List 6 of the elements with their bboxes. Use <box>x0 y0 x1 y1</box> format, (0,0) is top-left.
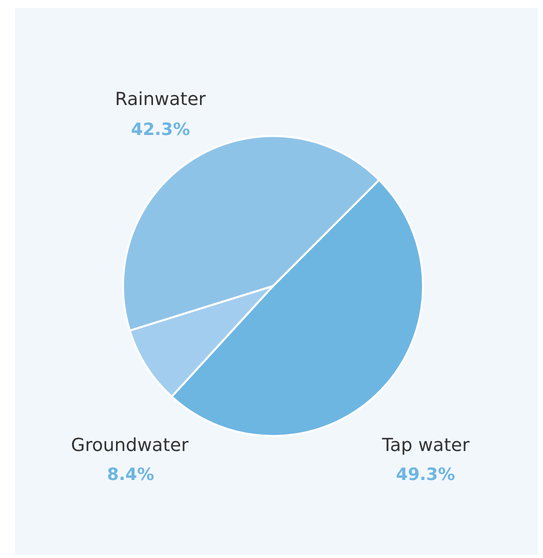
data-label: 49.3% <box>396 465 455 485</box>
data-label: 42.3% <box>131 120 190 140</box>
slice-label: Tap water <box>381 435 470 456</box>
slice-label: Rainwater <box>115 89 206 110</box>
slice-label: Groundwater <box>71 435 190 456</box>
data-label: 8.4% <box>107 465 154 485</box>
